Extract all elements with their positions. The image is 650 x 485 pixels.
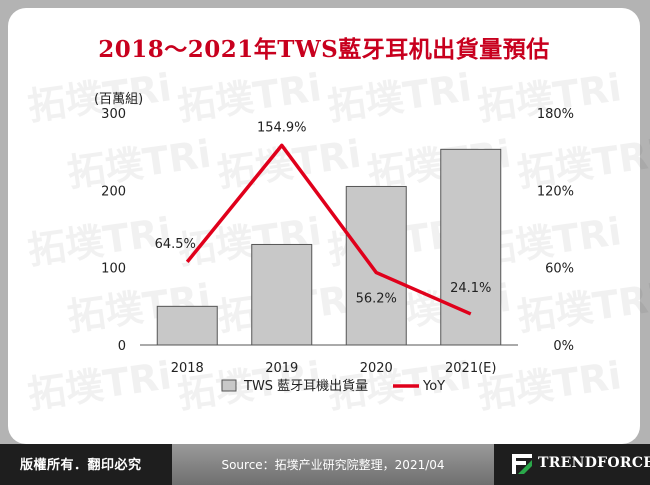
bars: [156, 148, 502, 346]
axes: 0 100 200 300 0% 60% 120% 180% 2018 2019 2020 2021(…: [101, 107, 574, 376]
x-tick-label: 2021(E): [445, 361, 496, 376]
watermark: 拓墣TRi: [25, 65, 174, 129]
watermark: 拓墣TRi: [215, 132, 364, 196]
x-tick-label: 2019: [265, 361, 298, 376]
yoy-data-label: 24.1%: [450, 281, 491, 296]
yoy-data-label: 154.9%: [257, 120, 307, 135]
source-box: Source：拓墣产业研究院整理，2021/04: [172, 444, 494, 485]
trendforce-logo: TRENDFORCE: [512, 452, 650, 478]
chart-card: 2018～2021年TWS藍牙耳机出貨量預估 (百萬組): [8, 8, 640, 444]
yoy-data-label: 64.5%: [155, 237, 196, 252]
x-tick-label: 2020: [360, 361, 393, 376]
bar: [345, 185, 407, 346]
unit-label: (百萬組): [94, 92, 144, 107]
footer: 版權所有．翻印必究 Source：拓墣产业研究院整理，2021/04 TREND…: [0, 444, 650, 485]
yoy-data-label: 56.2%: [356, 292, 397, 307]
left-tick-label: 100: [101, 262, 126, 277]
watermark: 拓墣TRi: [515, 276, 650, 340]
source-text: Source：拓墣产业研究院整理，2021/04: [221, 458, 445, 472]
right-tick-label: 60%: [545, 262, 574, 277]
legend-bar-swatch: [221, 379, 237, 392]
right-tick-label: 180%: [537, 107, 574, 122]
bar: [251, 243, 313, 346]
brand-name: TRENDFORCE: [538, 455, 650, 471]
watermark: 拓墣TRi: [475, 353, 624, 417]
legend: TWS 藍牙耳機出貨量 YoY: [221, 378, 445, 394]
trendforce-icon: [512, 454, 532, 474]
left-tick-label: 0: [118, 339, 126, 354]
right-tick-label: 0%: [553, 339, 574, 354]
x-tick-label: 2018: [171, 361, 204, 376]
watermark: 拓墣TRi: [25, 209, 174, 273]
copyright-text: 版權所有．翻印必究: [20, 458, 142, 473]
watermark: 拓墣TRi: [65, 132, 214, 196]
watermark: 拓墣TRi: [325, 65, 474, 129]
left-tick-label: 200: [101, 184, 126, 199]
yoy-line-layer: 64.5% 154.9% 56.2% 24.1%: [155, 120, 491, 316]
left-tick-label: 300: [101, 107, 126, 122]
legend-bar-label: TWS 藍牙耳機出貨量: [243, 378, 368, 394]
bar: [440, 148, 502, 346]
bar: [156, 305, 218, 346]
right-tick-label: 120%: [537, 184, 574, 199]
yoy-line: [185, 143, 472, 316]
watermark: 拓墣TRi: [25, 353, 174, 417]
chart-title: 2018～2021年TWS藍牙耳机出貨量預估: [98, 36, 550, 63]
legend-line-label: YoY: [422, 379, 445, 394]
watermark: 拓墣TRi: [515, 132, 650, 196]
